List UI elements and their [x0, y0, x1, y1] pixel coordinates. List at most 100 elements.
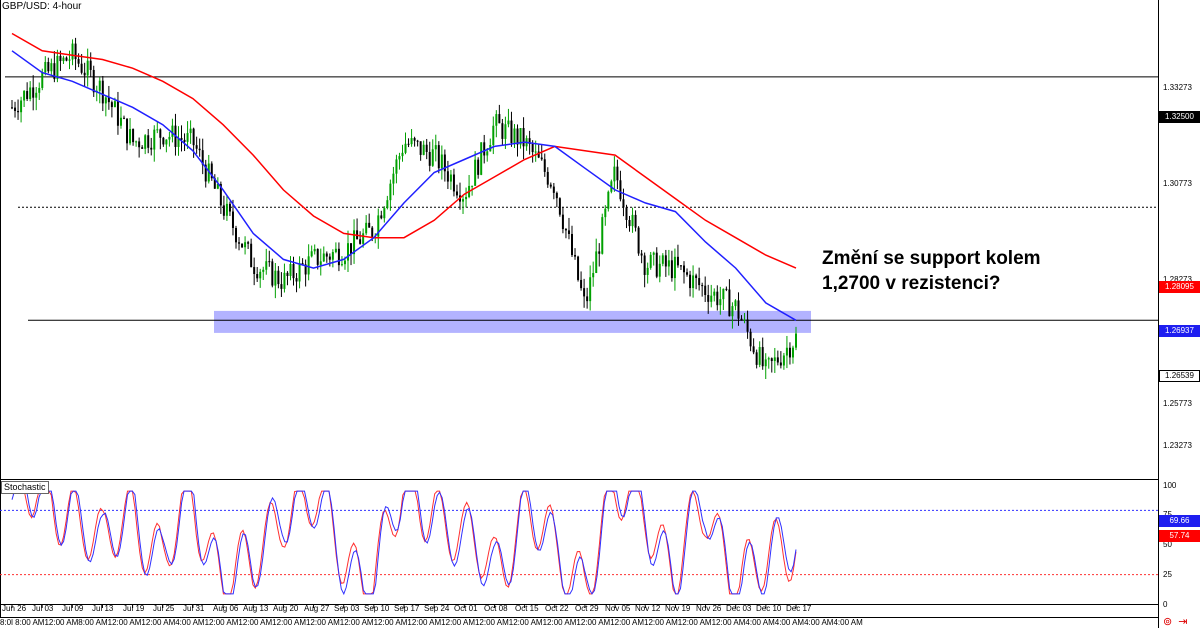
candle-body	[574, 255, 577, 257]
candle-body	[337, 248, 340, 266]
candle-body	[92, 69, 95, 93]
candle-body	[764, 359, 767, 367]
candle-body	[274, 270, 277, 286]
candle-body	[401, 152, 404, 157]
candle-body	[761, 347, 764, 367]
stoch-tick: 75	[1163, 510, 1172, 519]
candle-body	[519, 128, 522, 145]
candle-body	[395, 159, 398, 174]
candle-body	[283, 272, 286, 289]
date-tick-label: Jun 26	[2, 604, 27, 613]
candle-body	[746, 319, 749, 332]
chart-annotation: Změní se support kolem 1,2700 v rezisten…	[822, 246, 1122, 296]
candle-body	[407, 143, 410, 145]
candle-body	[228, 203, 231, 212]
slow-ma-price-tag: 1.28095	[1159, 281, 1200, 293]
candle-body	[256, 274, 259, 279]
candle-body	[204, 164, 207, 182]
candle-body	[637, 227, 640, 254]
candle-body	[586, 296, 589, 302]
candle-body	[304, 264, 307, 275]
candle-body	[271, 261, 274, 286]
slow-moving-average-line	[11, 32, 797, 269]
candle-body	[298, 263, 301, 282]
candle-body	[664, 255, 667, 267]
candle-body	[180, 137, 183, 140]
candle-body	[601, 217, 604, 254]
candle-body	[737, 300, 740, 319]
candle-body	[710, 295, 713, 302]
candle-body	[365, 222, 368, 234]
stoch-tick: 50	[1163, 540, 1172, 549]
candle-body	[719, 299, 722, 306]
candle-body	[652, 252, 655, 255]
candle-body	[616, 166, 619, 181]
date-tick-label: Nov 26	[696, 604, 722, 613]
candle-body	[156, 129, 159, 131]
candle-body	[132, 129, 135, 143]
date-tick-label: Sep 03	[334, 604, 360, 613]
candle-body	[35, 92, 38, 98]
date-tick-label: Dec 03	[726, 604, 752, 613]
candle-body	[498, 114, 501, 124]
candle-body	[434, 145, 437, 150]
stoch-signal-line	[11, 490, 797, 595]
candle-body	[68, 59, 71, 61]
candle-body	[698, 278, 701, 286]
candle-body	[552, 186, 555, 193]
link-icon[interactable]: ⊚	[1163, 616, 1173, 628]
candle-body	[440, 154, 443, 169]
candle-body	[334, 248, 337, 253]
candle-body	[383, 208, 386, 219]
candle-body	[186, 133, 189, 142]
candle-body	[47, 61, 50, 72]
candle-body	[119, 117, 122, 126]
candle-body	[313, 248, 316, 252]
candle-body	[722, 288, 725, 300]
candle-body	[679, 265, 682, 267]
candle-body	[755, 352, 758, 365]
stoch-signal-tag: 57.74	[1159, 530, 1200, 542]
price-tick: 1.30773	[1163, 179, 1192, 188]
candle-body	[23, 91, 26, 101]
candle-body	[449, 174, 452, 182]
candle-body	[670, 260, 673, 279]
candle-body	[725, 288, 728, 290]
candle-body	[225, 203, 228, 216]
candle-body	[583, 288, 586, 297]
candle-body	[265, 261, 268, 270]
candle-body	[210, 163, 213, 179]
stoch-main-line	[11, 490, 797, 596]
candle-body	[135, 141, 138, 143]
candle-body	[292, 263, 295, 279]
date-tick-label: Jul 19	[123, 604, 145, 613]
scroll-end-icon[interactable]: ⇥	[1178, 616, 1188, 628]
candle-body	[201, 150, 204, 165]
candle-body	[643, 255, 646, 275]
candle-body	[235, 227, 237, 243]
candle-body	[471, 185, 474, 187]
candle-body	[371, 227, 374, 237]
candle-body	[776, 357, 779, 363]
candle-body	[543, 159, 546, 172]
candle-body	[782, 355, 785, 366]
candle-body	[580, 279, 583, 289]
date-tick-label: Dec 10	[756, 604, 782, 613]
candle-body	[628, 220, 631, 227]
candle-body	[622, 199, 625, 208]
candle-body	[513, 128, 516, 143]
candle-body	[619, 180, 622, 200]
candle-body	[219, 183, 222, 206]
candle-body	[113, 101, 116, 108]
candle-body	[322, 253, 325, 262]
candle-body	[577, 256, 580, 280]
candle-body	[277, 270, 280, 285]
candle-body	[689, 274, 692, 289]
candle-body	[770, 358, 773, 362]
price-tick: 1.28273	[1163, 275, 1192, 284]
candle-body	[104, 97, 107, 104]
candle-body	[14, 107, 17, 111]
date-tick-label: Sep 10	[364, 604, 390, 613]
